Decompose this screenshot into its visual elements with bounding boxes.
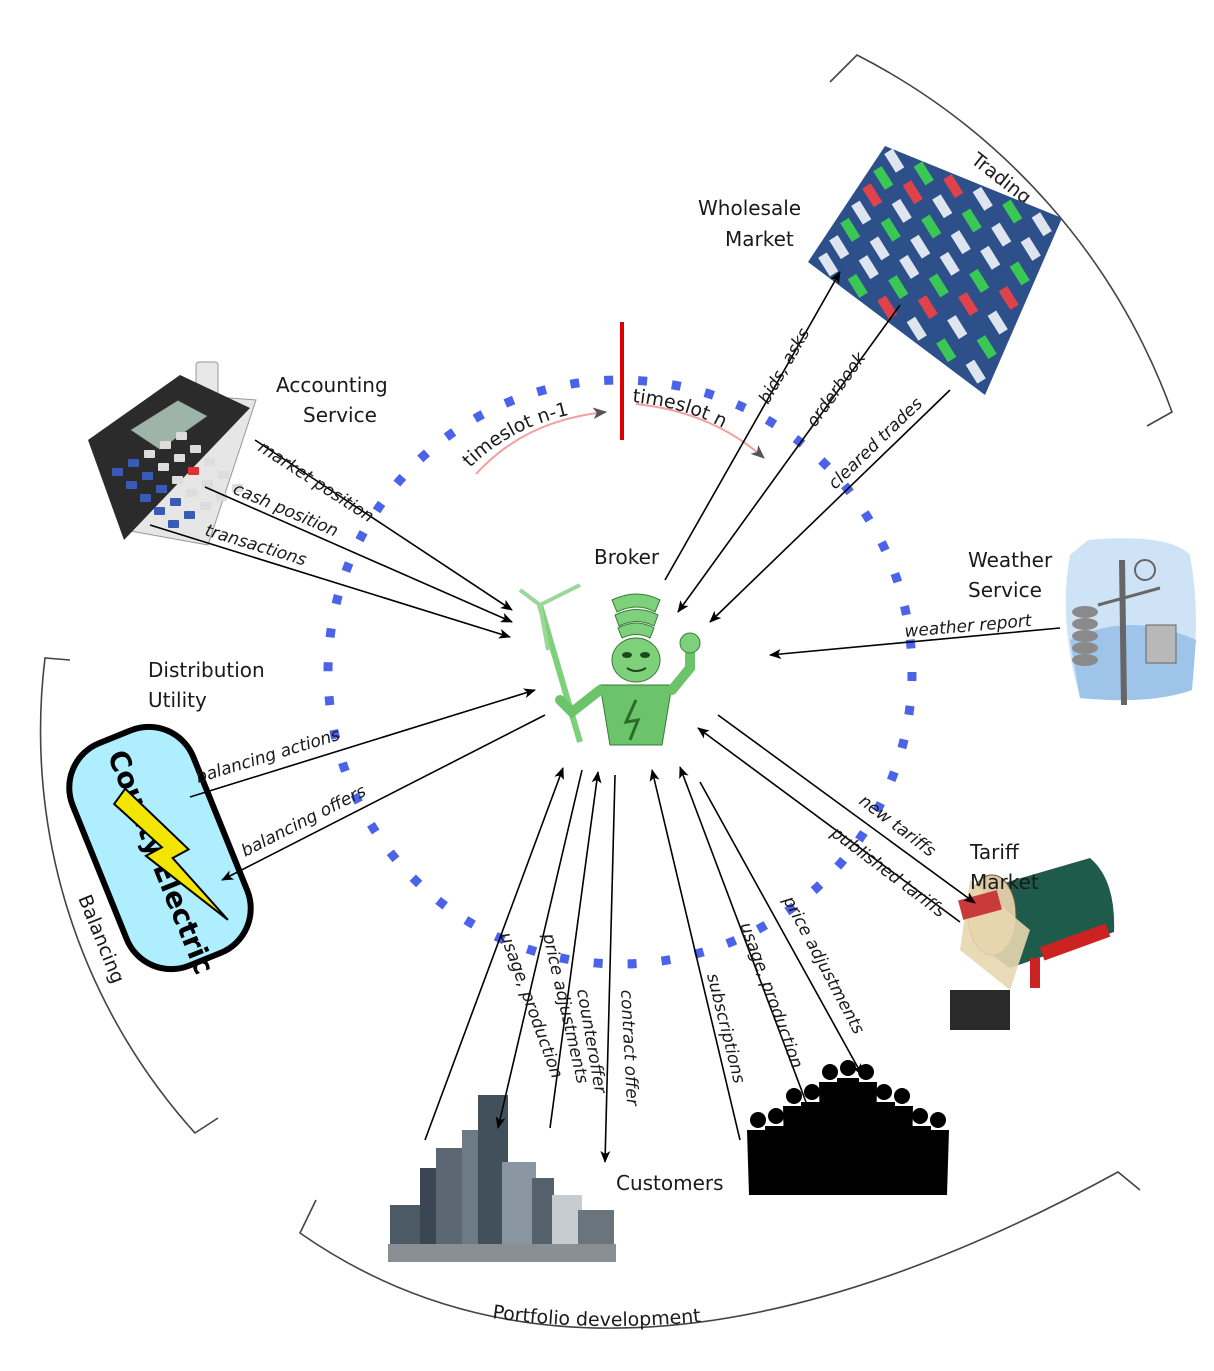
usage-production-business-arrow bbox=[424, 767, 564, 1141]
cleared-trades-arrow bbox=[709, 389, 951, 623]
weather-service-label-2: Service bbox=[968, 578, 1042, 602]
bids-asks-label: bids, asks bbox=[755, 325, 814, 408]
mailbox-icon bbox=[950, 858, 1115, 1030]
cash-position-arrow bbox=[204, 486, 513, 623]
county-electric-logo-icon: County Electric bbox=[66, 723, 254, 979]
timeslot-previous-arc bbox=[475, 407, 608, 475]
customers-label: Customers bbox=[616, 1171, 724, 1195]
wholesale-market-label-2: Market bbox=[725, 227, 794, 251]
balancing-bracket bbox=[39, 657, 219, 1135]
published-tariffs-label: published tariffs bbox=[826, 822, 949, 922]
accounting-service-label-1: Accounting bbox=[276, 373, 388, 397]
usage-production-people-label: usage, production bbox=[735, 920, 806, 1071]
transactions-arrow bbox=[149, 524, 511, 639]
weather-report-arrow bbox=[769, 627, 1061, 659]
new-tariffs-arrow bbox=[717, 714, 976, 904]
orderbook-arrow bbox=[677, 304, 901, 613]
price-adjustments-people-label: price adjustments bbox=[778, 892, 868, 1038]
flow-arrows bbox=[149, 271, 1061, 1163]
contract-offer-arrow bbox=[600, 774, 616, 1163]
weather-report-label: weather report bbox=[904, 611, 1034, 642]
subscriptions-arrow bbox=[649, 769, 741, 1141]
balancing-offers-arrow bbox=[221, 714, 546, 881]
tariff-market-label-1: Tariff bbox=[969, 840, 1020, 864]
portfolio-region-label: Portfolio development bbox=[491, 1301, 701, 1331]
price-adjustments-business-arrow bbox=[495, 769, 583, 1129]
accounting-service-label-2: Service bbox=[303, 403, 377, 427]
broker-label: Broker bbox=[594, 545, 660, 569]
weather-service-label-1: Weather bbox=[968, 548, 1053, 572]
bids-asks-arrow bbox=[664, 271, 841, 581]
trading-bracket bbox=[829, 54, 1173, 427]
balancing-actions-arrow bbox=[189, 688, 536, 798]
contract-offer-label: contract offer bbox=[616, 989, 642, 1107]
crowd-silhouette-icon bbox=[747, 1060, 949, 1195]
city-skyline-icon bbox=[388, 1095, 616, 1262]
distribution-utility-label-2: Utility bbox=[148, 688, 207, 712]
broker-robot-icon bbox=[518, 583, 701, 746]
tariff-market-label-2: Market bbox=[970, 870, 1039, 894]
orderbook-label: orderbook bbox=[803, 348, 871, 431]
cleared-trades-label: cleared trades bbox=[825, 394, 927, 494]
subscriptions-label: subscriptions bbox=[702, 971, 749, 1085]
timeslot-ring bbox=[323, 375, 917, 969]
weather-station-icon bbox=[1065, 538, 1196, 706]
balancing-offers-label: balancing offers bbox=[238, 781, 369, 861]
timeslot-previous-label: timeslot n-1 bbox=[458, 398, 570, 471]
portfolio-bracket bbox=[298, 1171, 1141, 1329]
distribution-utility-label-1: Distribution bbox=[148, 658, 265, 682]
market-position-arrow bbox=[254, 439, 513, 611]
wholesale-market-label-1: Wholesale bbox=[698, 196, 801, 220]
published-tariffs-arrow bbox=[697, 727, 961, 923]
timeslot-current-label: timeslot n bbox=[631, 385, 730, 432]
timeslot-current-arc bbox=[635, 403, 765, 459]
counteroffer-arrow bbox=[549, 771, 602, 1129]
market-board-icon bbox=[808, 146, 1062, 395]
calculator-icon bbox=[88, 361, 257, 546]
usage-production-people-arrow bbox=[679, 766, 813, 1119]
price-adjustments-people-arrow bbox=[699, 781, 863, 1076]
